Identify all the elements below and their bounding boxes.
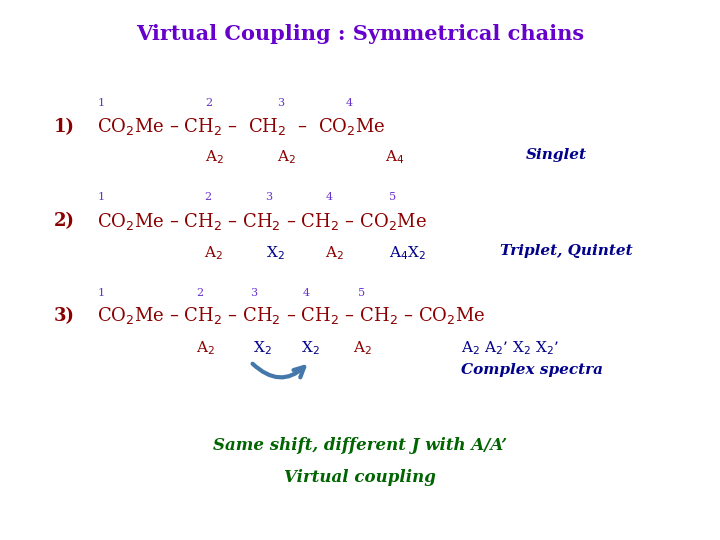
Text: A$_2$ A$_2$’ X$_2$ X$_2$’: A$_2$ A$_2$’ X$_2$ X$_2$’ bbox=[461, 339, 559, 357]
Text: Singlet: Singlet bbox=[526, 148, 587, 163]
Text: 2: 2 bbox=[205, 98, 212, 108]
Text: Triplet, Quintet: Triplet, Quintet bbox=[500, 244, 633, 258]
Text: X$_2$: X$_2$ bbox=[253, 339, 272, 357]
Text: CO$_2$Me – CH$_2$ – CH$_2$ – CH$_2$ – CH$_2$ – CO$_2$Me: CO$_2$Me – CH$_2$ – CH$_2$ – CH$_2$ – CH… bbox=[97, 306, 486, 326]
Text: 2: 2 bbox=[204, 192, 211, 202]
Text: 4: 4 bbox=[302, 288, 310, 298]
Text: A$_4$X$_2$: A$_4$X$_2$ bbox=[389, 244, 426, 262]
Text: Virtual Coupling : Symmetrical chains: Virtual Coupling : Symmetrical chains bbox=[136, 24, 584, 44]
Text: Virtual coupling: Virtual coupling bbox=[284, 469, 436, 487]
Text: 4: 4 bbox=[325, 192, 333, 202]
Text: A$_2$: A$_2$ bbox=[277, 148, 296, 166]
Text: 4: 4 bbox=[346, 98, 353, 108]
Text: 3: 3 bbox=[277, 98, 284, 108]
Text: 3): 3) bbox=[54, 307, 75, 325]
Text: A$_2$: A$_2$ bbox=[196, 339, 215, 357]
Text: 3: 3 bbox=[265, 192, 272, 202]
Text: CO$_2$Me – CH$_2$ –  CH$_2$  –  CO$_2$Me: CO$_2$Me – CH$_2$ – CH$_2$ – CO$_2$Me bbox=[97, 117, 386, 137]
Text: 2: 2 bbox=[196, 288, 203, 298]
Text: 3: 3 bbox=[251, 288, 258, 298]
Text: A$_2$: A$_2$ bbox=[325, 244, 344, 262]
Text: Complex spectra: Complex spectra bbox=[461, 363, 603, 377]
Text: 2): 2) bbox=[54, 212, 75, 231]
Text: X$_2$: X$_2$ bbox=[266, 244, 285, 262]
Text: 5: 5 bbox=[358, 288, 365, 298]
Text: Same shift, different J with A/A’: Same shift, different J with A/A’ bbox=[213, 437, 507, 454]
Text: 1: 1 bbox=[97, 192, 104, 202]
Text: 1: 1 bbox=[97, 288, 104, 298]
Text: A$_4$: A$_4$ bbox=[385, 148, 405, 166]
Text: 1): 1) bbox=[54, 118, 75, 136]
Text: X$_2$: X$_2$ bbox=[301, 339, 320, 357]
Text: 1: 1 bbox=[97, 98, 104, 108]
Text: CO$_2$Me – CH$_2$ – CH$_2$ – CH$_2$ – CO$_2$Me: CO$_2$Me – CH$_2$ – CH$_2$ – CH$_2$ – CO… bbox=[97, 211, 427, 232]
Text: A$_2$: A$_2$ bbox=[205, 148, 224, 166]
Text: A$_2$: A$_2$ bbox=[353, 339, 372, 357]
Text: 5: 5 bbox=[389, 192, 396, 202]
Text: A$_2$: A$_2$ bbox=[204, 244, 222, 262]
